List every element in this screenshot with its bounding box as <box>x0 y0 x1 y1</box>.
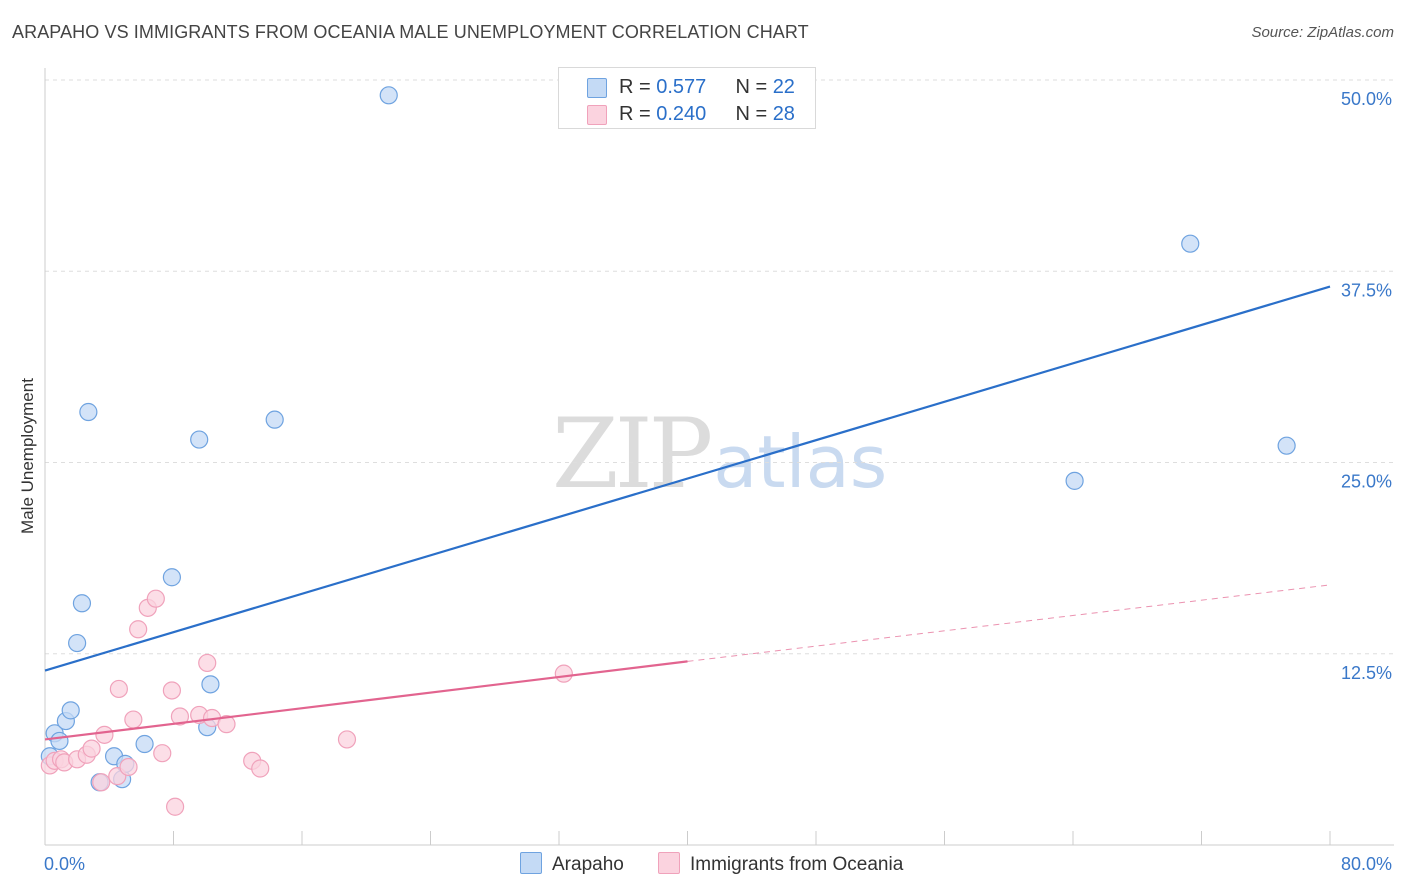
stats-legend: R = 0.577 N = 22 R = 0.240 N = 28 <box>558 67 816 129</box>
oceania-trend-line <box>44 660 688 741</box>
r-label: R = <box>619 103 651 125</box>
oceania-legend-swatch <box>658 852 680 874</box>
oceania-point-18 <box>166 797 185 816</box>
arapaho-point-6 <box>72 594 92 613</box>
oceania-point-16 <box>153 744 172 763</box>
oceania-n-value: 28 <box>772 103 795 125</box>
oceania-point-10 <box>109 679 128 699</box>
oceania-legend-label: Immigrants from Oceania <box>690 854 904 875</box>
y-tick-label-2: 37.5% <box>1341 280 1392 300</box>
legend-item-oceania: Immigrants from Oceania <box>658 852 903 876</box>
chart-title: ARAPAHO VS IMMIGRANTS FROM OCEANIA MALE … <box>12 22 809 42</box>
watermark-zip: ZIP <box>552 398 713 510</box>
n-label: N = <box>735 76 768 98</box>
arapaho-legend-label: Arapaho <box>552 854 624 875</box>
oceania-r-value: 0.240 <box>656 103 707 125</box>
arapaho-point-16 <box>201 675 220 694</box>
arapaho-point-5 <box>68 633 87 653</box>
oceania-point-8 <box>95 725 114 744</box>
oceania-point-11 <box>119 757 138 777</box>
oceania-point-13 <box>129 620 148 639</box>
arapaho-point-18 <box>379 86 398 105</box>
r-label: R = <box>619 76 651 98</box>
arapaho-point-7 <box>79 402 98 422</box>
oceania-point-27 <box>554 664 573 683</box>
oceania-point-21 <box>198 653 217 673</box>
source-label: Source: ZipAtlas.com <box>1251 24 1394 41</box>
oceania-swatch <box>587 105 607 125</box>
arapaho-point-4 <box>61 701 80 720</box>
x-tick-label-0: 0.0% <box>44 854 85 874</box>
oceania-point-26 <box>337 730 357 749</box>
oceania-point-25 <box>251 759 270 778</box>
y-tick-label-1: 25.0% <box>1341 472 1392 492</box>
oceania-point-23 <box>217 715 236 734</box>
arapaho-point-20 <box>1181 234 1200 253</box>
arapaho-point-17 <box>265 410 284 429</box>
arapaho-swatch <box>587 78 607 98</box>
arapaho-legend-swatch <box>520 852 542 874</box>
oceania-point-17 <box>162 681 181 700</box>
arapaho-r-value: 0.577 <box>656 76 707 98</box>
arapaho-n-value: 22 <box>772 76 795 98</box>
arapaho-point-12 <box>135 734 154 754</box>
y-tick-label-0: 12.5% <box>1341 663 1392 683</box>
arapaho-point-21 <box>1277 436 1296 455</box>
arapaho-point-13 <box>162 568 181 587</box>
oceania-point-12 <box>124 710 143 729</box>
n-label: N = <box>735 103 768 125</box>
x-tick-label-1: 80.0% <box>1341 854 1392 874</box>
legend-item-arapaho: Arapaho <box>520 852 624 876</box>
y-tick-label-3: 50.0% <box>1341 89 1392 109</box>
oceania-point-19 <box>170 707 190 726</box>
oceania-point-7 <box>92 773 111 792</box>
oceania-point-6 <box>82 739 101 758</box>
arapaho-point-14 <box>190 430 209 449</box>
arapaho-trend-line <box>44 285 1331 672</box>
oceania-point-15 <box>146 589 165 608</box>
watermark: ZIPatlas <box>552 398 887 510</box>
oceania-trend-extension <box>687 584 1331 662</box>
arapaho-point-2 <box>50 731 69 751</box>
arapaho-point-19 <box>1065 471 1084 490</box>
